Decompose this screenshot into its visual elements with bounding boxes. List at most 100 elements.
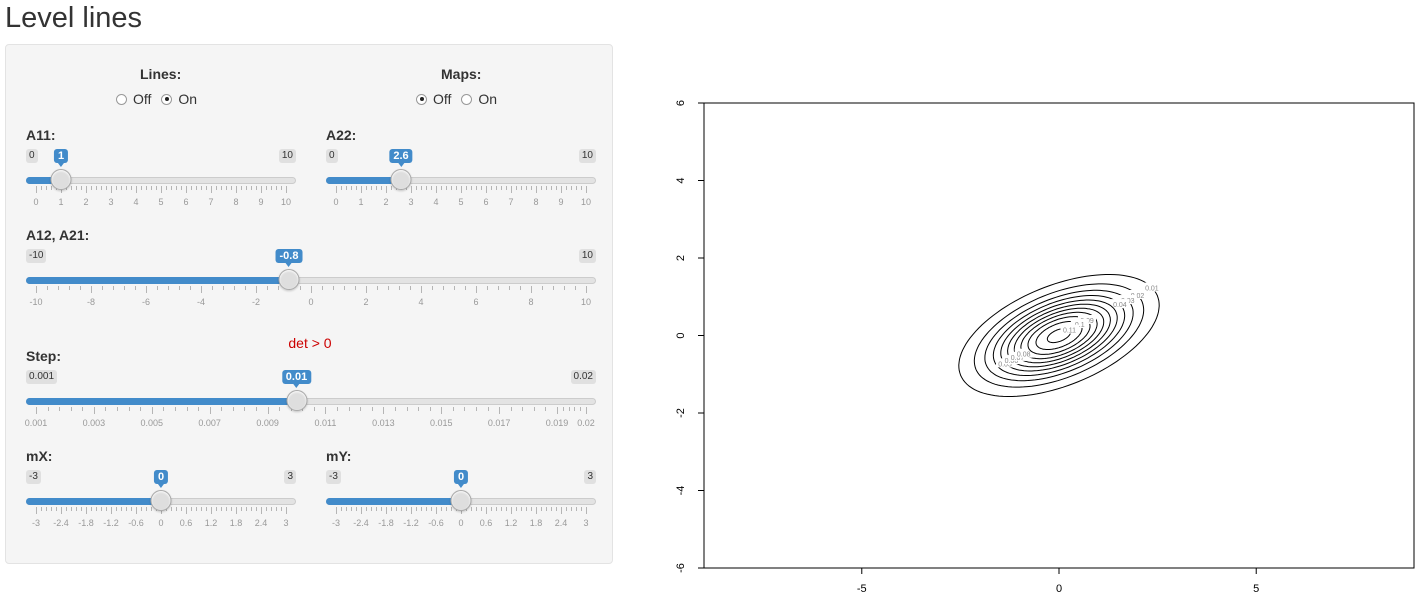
my-major-tick [536,507,537,514]
a11-minor-tick [281,186,282,190]
a22-slider[interactable]: 0 10 0 1 2 3 4 5 6 7 8 9 10 2.6 [326,149,596,209]
my-tick-label: 3 [583,518,589,528]
step-tick-label: 0.009 [256,418,279,428]
a12-max-label: 10 [578,249,596,263]
step-minor-tick [568,407,570,411]
a12-minor-tick [157,286,158,290]
a22-value-label: 2.6 [389,149,413,167]
lines-off-radio[interactable]: Off [116,91,151,107]
mx-minor-tick [71,507,72,511]
contour-label-bg [1070,318,1089,328]
a12-slider[interactable]: -10 10 -10 -8 -6 -4 -2 0 2 4 6 8 10 -0.8 [26,249,596,309]
a11-minor-tick [141,186,142,190]
step-minor-tick [406,407,408,411]
step-minor-tick [140,407,142,411]
a12-tick-label: 8 [528,297,534,307]
a12-value-label: -0.8 [275,249,303,267]
step-slider[interactable]: 0.001 0.02 0.001 0.003 0.005 0.007 0.009 0.011 0… [25,370,596,430]
step-tick-label: 0.007 [198,418,221,428]
a12-minor-tick [355,286,356,290]
a11-minor-tick [251,186,252,190]
lines-on-radio-circle[interactable] [161,93,173,105]
my-handle[interactable] [450,490,472,511]
my-minor-tick [421,507,422,511]
a11-minor-tick [146,186,147,190]
a11-minor-tick [241,186,242,190]
mx-major-tick [236,507,237,514]
mx-minor-tick [276,507,277,511]
a11-minor-tick [101,186,102,190]
step-minor-tick [510,407,512,411]
maps-off-label: Off [433,91,452,107]
contour-label-bg [1110,299,1129,309]
a11-minor-tick [231,186,232,190]
step-minor-tick [163,407,165,411]
my-minor-tick [476,507,477,511]
lines-on-radio[interactable]: On [161,91,197,107]
my-major-tick [336,507,337,514]
step-handle[interactable] [286,390,308,411]
a12-tick-label: -6 [141,297,151,307]
contour-label: 0.06 [1005,358,1019,365]
maps-radio-group: Off On [416,91,507,107]
my-minor-tick [566,507,567,511]
contour-label-bg [1128,289,1147,299]
mx-tick-label: -1.2 [103,518,119,528]
mx-major-tick [136,507,137,514]
a22-minor-tick [446,186,447,190]
step-minor-tick [174,407,176,411]
maps-on-radio[interactable]: On [461,91,497,107]
a22-tick-label: 4 [433,197,439,207]
my-minor-tick [356,507,357,511]
step-minor-tick [545,407,547,411]
lines-off-radio-circle[interactable] [116,93,127,105]
a22-handle[interactable] [390,169,412,190]
maps-on-radio-circle[interactable] [461,93,473,105]
a11-tick-label: 7 [208,197,214,207]
my-minor-tick [501,507,502,511]
det-status: det > 0 [288,335,332,351]
a12-handle[interactable] [278,269,300,290]
a22-minor-tick [456,186,457,190]
step-major-tick [499,407,501,414]
step-minor-tick [522,407,524,411]
a11-tick-label: 8 [233,197,239,207]
step-minor-tick [47,407,49,411]
mx-slider[interactable]: -3 3 -3 -2.4 -1.8 -1.2 -0.6 0 0.6 1.2 1.8 2.4 3 0 [26,470,296,530]
step-tick-label: 0.017 [487,418,511,428]
mx-handle[interactable] [150,490,172,511]
my-fill [326,498,461,505]
step-minor-tick [337,407,339,411]
step-major-tick [586,407,587,414]
maps-off-radio-circle[interactable] [416,93,427,105]
a12-minor-tick [399,286,400,290]
mx-tick-label: 1.2 [204,518,218,528]
step-minor-tick [476,407,477,411]
a12-major-tick [311,286,312,293]
a11-slider[interactable]: 0 10 0 1 2 3 4 5 6 7 8 9 10 1 [26,149,296,209]
my-value-label: 0 [453,470,469,488]
my-minor-tick [441,507,442,511]
mx-minor-tick [226,507,227,511]
my-slider[interactable]: -3 3 -3 -2.4 -1.8 -1.2 -0.6 0 0.6 1.2 1.8 2.4 3 0 [326,470,596,530]
a11-minor-tick [91,186,92,190]
step-value-label: 0.01 [281,370,312,388]
a12-tick-label: 6 [473,297,479,307]
a11-fill [26,177,61,184]
a22-minor-tick [581,186,582,190]
mx-major-tick [186,507,187,514]
a11-handle[interactable] [50,169,72,190]
a11-minor-tick [131,186,132,190]
a22-tick-label: 0 [333,197,339,207]
my-tick-label: 0 [458,518,464,528]
a11-minor-tick [151,186,152,190]
my-minor-tick [541,507,542,511]
mx-tick-label: -1.8 [78,518,94,528]
mx-minor-tick [106,507,107,511]
a12-minor-tick [80,286,81,290]
mx-minor-tick [131,507,132,511]
contour-label: 0.02 [1131,293,1145,300]
maps-off-radio[interactable]: Off [416,91,451,107]
a22-minor-tick [481,186,482,190]
a22-minor-tick [341,186,342,190]
